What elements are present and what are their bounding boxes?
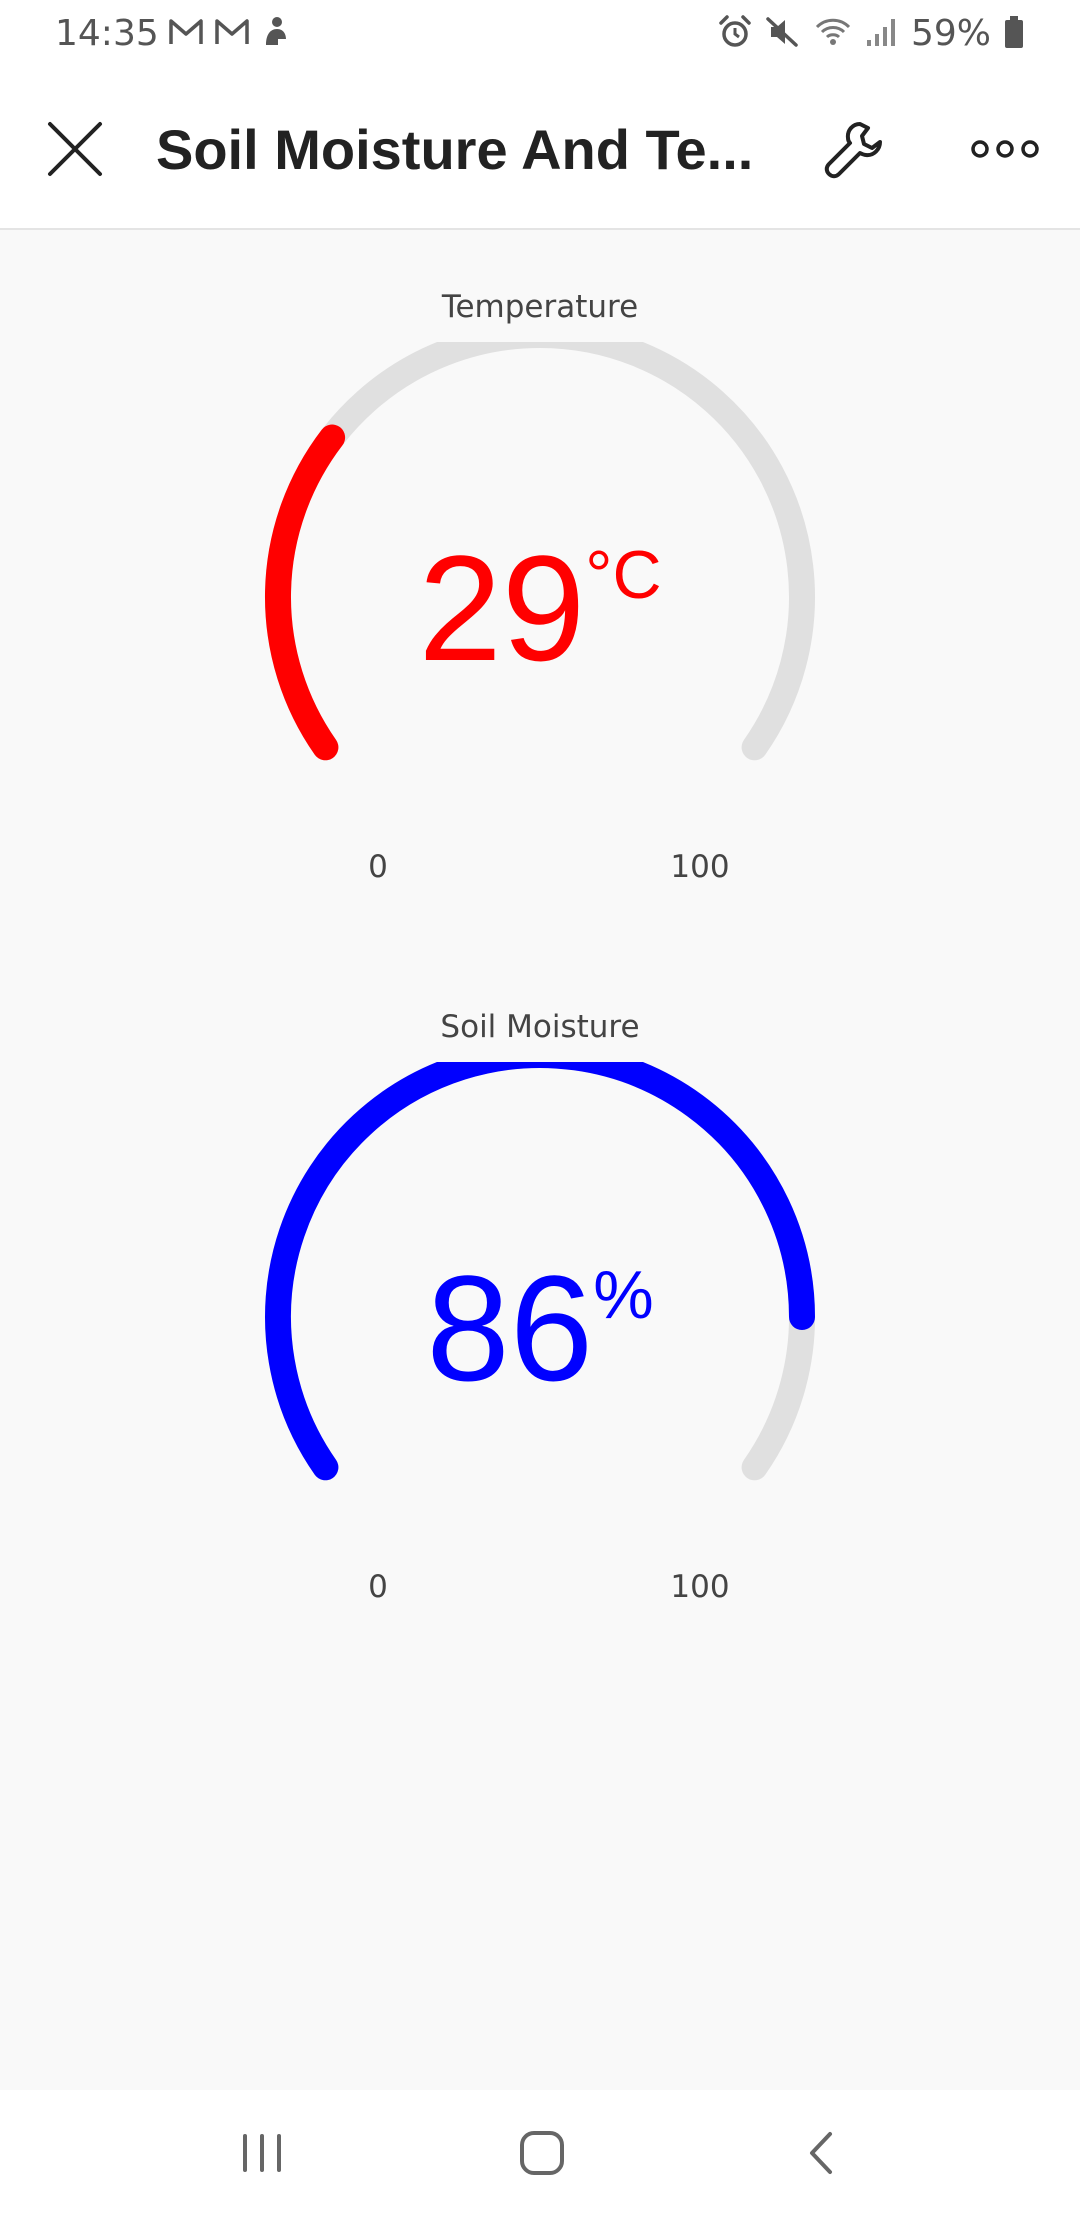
gauge-label: Temperature: [441, 289, 639, 325]
gauge-unit: %: [593, 1257, 653, 1333]
back-button[interactable]: [762, 2105, 882, 2205]
close-icon: [45, 119, 105, 183]
gmail-icon: [168, 17, 204, 51]
gauge-max-label: 100: [670, 1569, 730, 1605]
gauge-max-label: 100: [670, 849, 730, 885]
status-time: 14:35: [55, 13, 159, 54]
recents-button[interactable]: [202, 2105, 322, 2205]
signal-icon: [865, 14, 899, 54]
gauge-value-arc: [265, 1062, 815, 1481]
alarm-icon: [717, 14, 753, 54]
gauge-value: 86: [426, 1244, 593, 1412]
gauge-readout: 86%: [426, 1244, 653, 1412]
status-icons-left: [168, 14, 290, 54]
gauge-value: 29: [418, 524, 585, 692]
temperature-gauge: Temperature 29°C 0 100: [240, 282, 840, 902]
home-button[interactable]: [482, 2105, 602, 2205]
wrench-icon: [820, 114, 890, 188]
gauge-unit: °C: [585, 537, 661, 613]
close-button[interactable]: [30, 106, 120, 196]
app-notification-icon: [260, 15, 290, 53]
settings-wrench-button[interactable]: [810, 106, 900, 196]
status-icons-right: 59%: [717, 10, 1025, 58]
gauge-min-label: 0: [368, 849, 388, 885]
mute-icon: [765, 14, 801, 54]
back-icon: [802, 2128, 842, 2182]
page-title: Soil Moisture And Te...: [156, 118, 754, 181]
more-icon: [970, 137, 1040, 165]
gauge-dial: 29°C: [264, 342, 815, 761]
gauge-label: Soil Moisture: [440, 1009, 640, 1045]
navigation-bar: [0, 2090, 1080, 2220]
battery-icon: [1003, 14, 1025, 54]
soil-moisture-gauge: Soil Moisture 86% 0 100: [240, 1002, 840, 1622]
more-options-button[interactable]: [960, 106, 1050, 196]
app-bar: Soil Moisture And Te...: [0, 68, 1080, 230]
gmail-icon: [214, 17, 250, 51]
status-bar: 14:35: [0, 0, 1080, 68]
recents-icon: [237, 2130, 287, 2180]
home-icon: [517, 2128, 567, 2182]
wifi-icon: [813, 14, 853, 54]
gauge-value-arc: [264, 424, 346, 761]
battery-percent: 59%: [910, 13, 991, 54]
gauge-dial: 86%: [265, 1062, 815, 1481]
gauge-min-label: 0: [368, 1569, 388, 1605]
gauge-readout: 29°C: [418, 524, 661, 692]
